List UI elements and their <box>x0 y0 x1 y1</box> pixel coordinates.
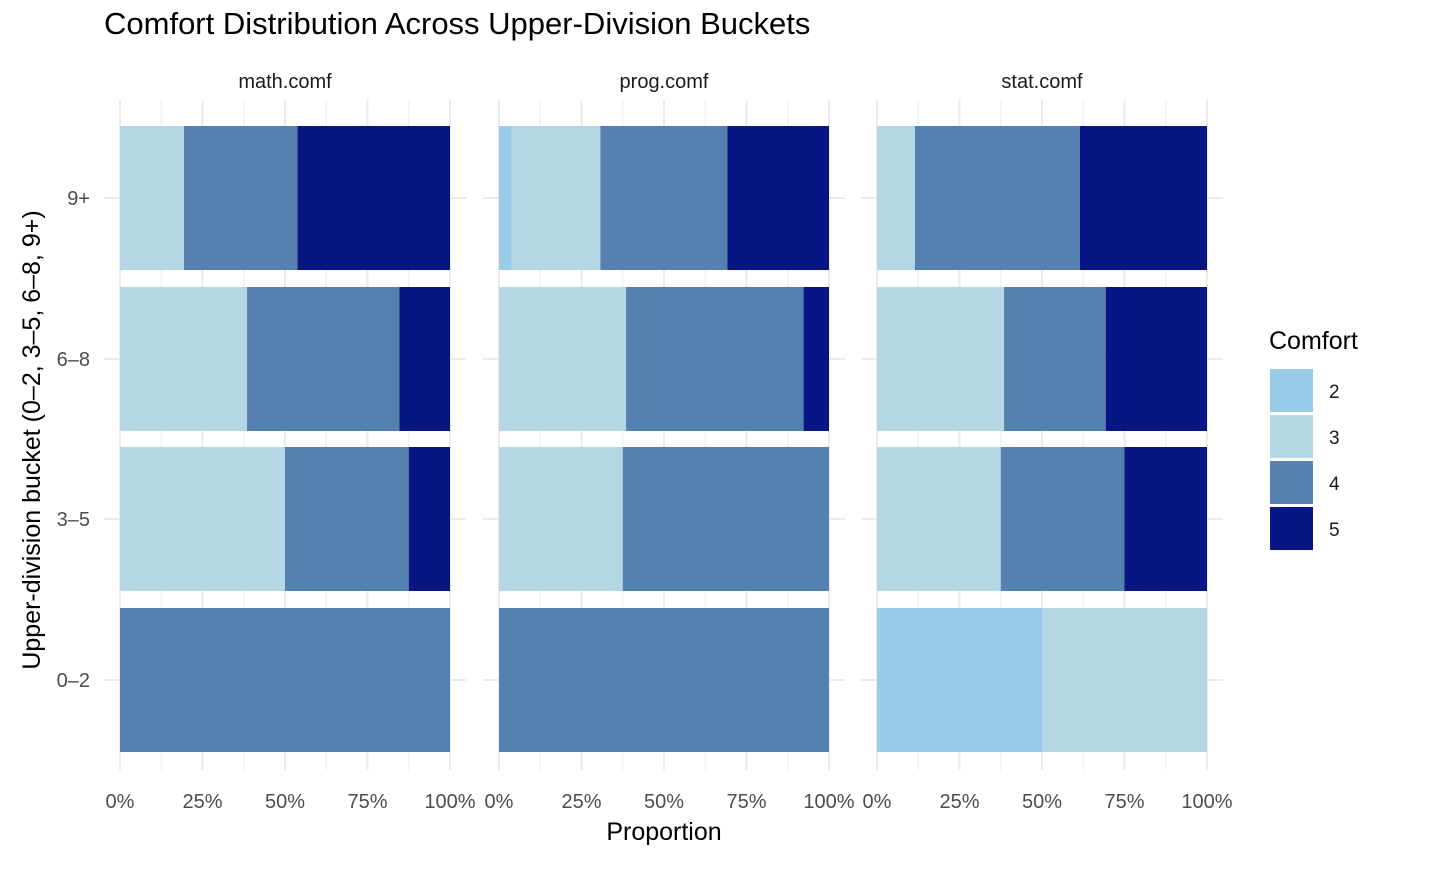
bar-segment <box>1124 447 1207 591</box>
x-tick-label: 100% <box>803 791 854 813</box>
bar-segment <box>914 126 1080 270</box>
bar-segment <box>727 126 829 270</box>
bar-segment <box>499 447 623 591</box>
bar-segment <box>1000 447 1125 591</box>
bar-segment <box>626 287 804 431</box>
x-tick-label: 75% <box>347 791 387 813</box>
bar-segment <box>511 126 601 270</box>
legend-label: 5 <box>1329 520 1340 541</box>
bar-segment <box>622 447 829 591</box>
legend-keys: 2 3 4 5 <box>1270 369 1340 550</box>
x-tick-label: 50% <box>265 791 305 813</box>
legend-swatch <box>1270 507 1313 550</box>
bar-segment <box>877 126 915 270</box>
facet-strip-label: math.comf <box>238 71 332 93</box>
bar-segment <box>499 608 829 752</box>
legend-label: 4 <box>1329 474 1340 495</box>
bar-segment <box>408 447 450 591</box>
bar-segment <box>120 126 185 270</box>
bar-segment <box>297 126 450 270</box>
y-tick-label: 0–2 <box>57 670 90 692</box>
x-tick-label: 50% <box>644 791 684 813</box>
y-axis-ticks: 0–2 3–5 6–8 9+ <box>57 188 90 692</box>
y-tick-label: 3–5 <box>57 509 90 531</box>
bar-segment <box>499 287 627 431</box>
facet-strip-label: stat.comf <box>1001 71 1083 93</box>
bar-segment <box>120 447 285 591</box>
x-tick-label: 100% <box>424 791 475 813</box>
bar-segment <box>600 126 728 270</box>
facet-panel: math.comf 0% 25% 50% 75% 100% <box>104 71 476 813</box>
x-tick-label: 25% <box>561 791 601 813</box>
bar-segment <box>1004 287 1106 431</box>
bar-segment <box>285 447 409 591</box>
bar-segment <box>877 447 1001 591</box>
facet-panel: prog.comf 0% 25% 50% 75% 100% <box>483 71 855 813</box>
chart-title: Comfort Distribution Across Upper-Divisi… <box>104 6 810 41</box>
x-tick-label: 0% <box>106 791 135 813</box>
legend-swatch <box>1270 461 1313 504</box>
bar-segment <box>120 608 450 752</box>
y-tick-label: 9+ <box>67 188 90 210</box>
x-tick-label: 25% <box>182 791 222 813</box>
bar-segment <box>1079 126 1207 270</box>
bar-segment <box>877 287 1005 431</box>
bar-segment <box>1042 608 1207 752</box>
bar-segment <box>399 287 450 431</box>
legend-label: 2 <box>1329 382 1340 403</box>
x-tick-label: 75% <box>1104 791 1144 813</box>
bar-segment <box>499 126 512 270</box>
y-axis-title: Upper-division bucket (0–2, 3–5, 6–8, 9+… <box>18 210 46 669</box>
legend-label: 3 <box>1329 428 1340 449</box>
facet-panels: math.comf 0% 25% 50% 75% 100% prog.comf 0% 25% 50… <box>104 71 1233 813</box>
facet-strip-label: prog.comf <box>620 71 709 93</box>
y-tick-label: 6–8 <box>57 349 90 371</box>
legend-swatch <box>1270 415 1313 458</box>
bar-segment <box>877 608 1042 752</box>
x-tick-label: 100% <box>1181 791 1232 813</box>
x-axis-title: Proportion <box>606 818 721 846</box>
x-tick-label: 0% <box>485 791 514 813</box>
legend-title: Comfort <box>1269 327 1358 355</box>
x-tick-label: 50% <box>1022 791 1062 813</box>
x-tick-label: 75% <box>726 791 766 813</box>
bar-segment <box>803 287 829 431</box>
x-tick-label: 25% <box>939 791 979 813</box>
legend-swatch <box>1270 369 1313 412</box>
facet-panel: stat.comf 0% 25% 50% 75% 100% <box>861 71 1233 813</box>
bar-segment <box>1105 287 1207 431</box>
bar-segment <box>120 287 248 431</box>
x-tick-label: 0% <box>863 791 892 813</box>
bar-segment <box>184 126 298 270</box>
bar-segment <box>247 287 400 431</box>
legend: Comfort 2 3 4 5 <box>1269 327 1358 550</box>
